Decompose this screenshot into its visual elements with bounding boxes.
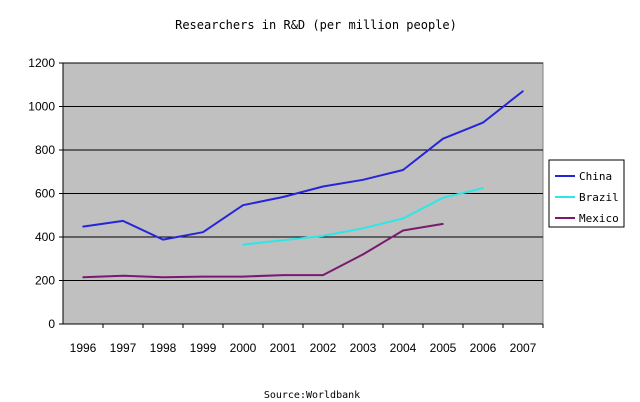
- data-point-mexico: [322, 274, 324, 276]
- data-point-mexico: [402, 229, 404, 232]
- x-tick-label: 1997: [110, 341, 137, 355]
- series-line-china: [82, 90, 524, 241]
- y-tick-label: 400: [35, 230, 55, 244]
- legend-label-china: China: [579, 170, 612, 183]
- data-point-china: [162, 238, 164, 241]
- data-point-mexico: [162, 276, 164, 279]
- y-tick-label: 1200: [28, 56, 55, 70]
- data-point-brazil: [242, 243, 244, 246]
- x-tick-label: 2006: [470, 341, 497, 355]
- legend: China Brazil Mexico: [555, 170, 619, 225]
- data-point-mexico: [242, 275, 244, 278]
- chart-title: Researchers in R&D (per million people): [175, 18, 457, 32]
- x-axis: 1996 1997 1998 1999 2000 2001 2002 2003 2004 2005…: [70, 324, 544, 355]
- data-point-mexico: [122, 274, 124, 277]
- legend-label-mexico: Mexico: [579, 212, 619, 225]
- data-point-mexico: [362, 253, 364, 256]
- data-point-mexico: [82, 276, 84, 279]
- data-point-brazil: [282, 239, 284, 242]
- data-point-mexico: [282, 274, 284, 276]
- y-axis: 0 200 400 600 800 1000 1200: [28, 56, 64, 331]
- data-point-china: [322, 185, 324, 188]
- x-tick-label: 1996: [70, 341, 97, 355]
- y-tick-label: 0: [48, 317, 55, 331]
- data-point-mexico: [202, 275, 204, 278]
- x-tick-label: 2005: [430, 341, 457, 355]
- data-point-mexico: [442, 223, 444, 225]
- x-tick-label: 2002: [310, 341, 337, 355]
- y-tick-label: 1000: [28, 100, 55, 114]
- data-point-brazil: [482, 187, 484, 189]
- data-point-china: [202, 231, 204, 234]
- x-tick-label: 1999: [190, 341, 217, 355]
- y-tick-label: 200: [35, 274, 55, 288]
- y-tick-label: 800: [35, 143, 55, 157]
- data-point-china: [82, 225, 84, 228]
- data-point-china: [402, 169, 404, 171]
- data-point-china: [522, 90, 524, 92]
- x-tick-label: 2000: [230, 341, 257, 355]
- legend-box: [548, 159, 625, 228]
- data-point-china: [282, 196, 284, 198]
- x-tick-label: 2004: [390, 341, 417, 355]
- data-point-brazil: [402, 217, 404, 220]
- data-point-china: [362, 178, 364, 181]
- series-line-mexico: [82, 222, 444, 279]
- data-point-china: [122, 220, 124, 222]
- source-note: Source:Worldbank: [264, 390, 360, 401]
- x-tick-label: 2007: [510, 341, 537, 355]
- data-point-china: [482, 121, 484, 124]
- data-point-brazil: [322, 235, 324, 237]
- x-tick-label: 2001: [270, 341, 297, 355]
- x-tick-label: 2003: [350, 341, 377, 355]
- data-point-china: [242, 204, 244, 207]
- data-point-china: [442, 137, 444, 140]
- legend-label-brazil: Brazil: [579, 191, 619, 204]
- x-tick-label: 1998: [150, 341, 177, 355]
- data-point-brazil: [362, 227, 364, 230]
- series-lines: [82, 90, 524, 279]
- y-tick-label: 600: [35, 187, 55, 201]
- data-point-brazil: [442, 197, 444, 199]
